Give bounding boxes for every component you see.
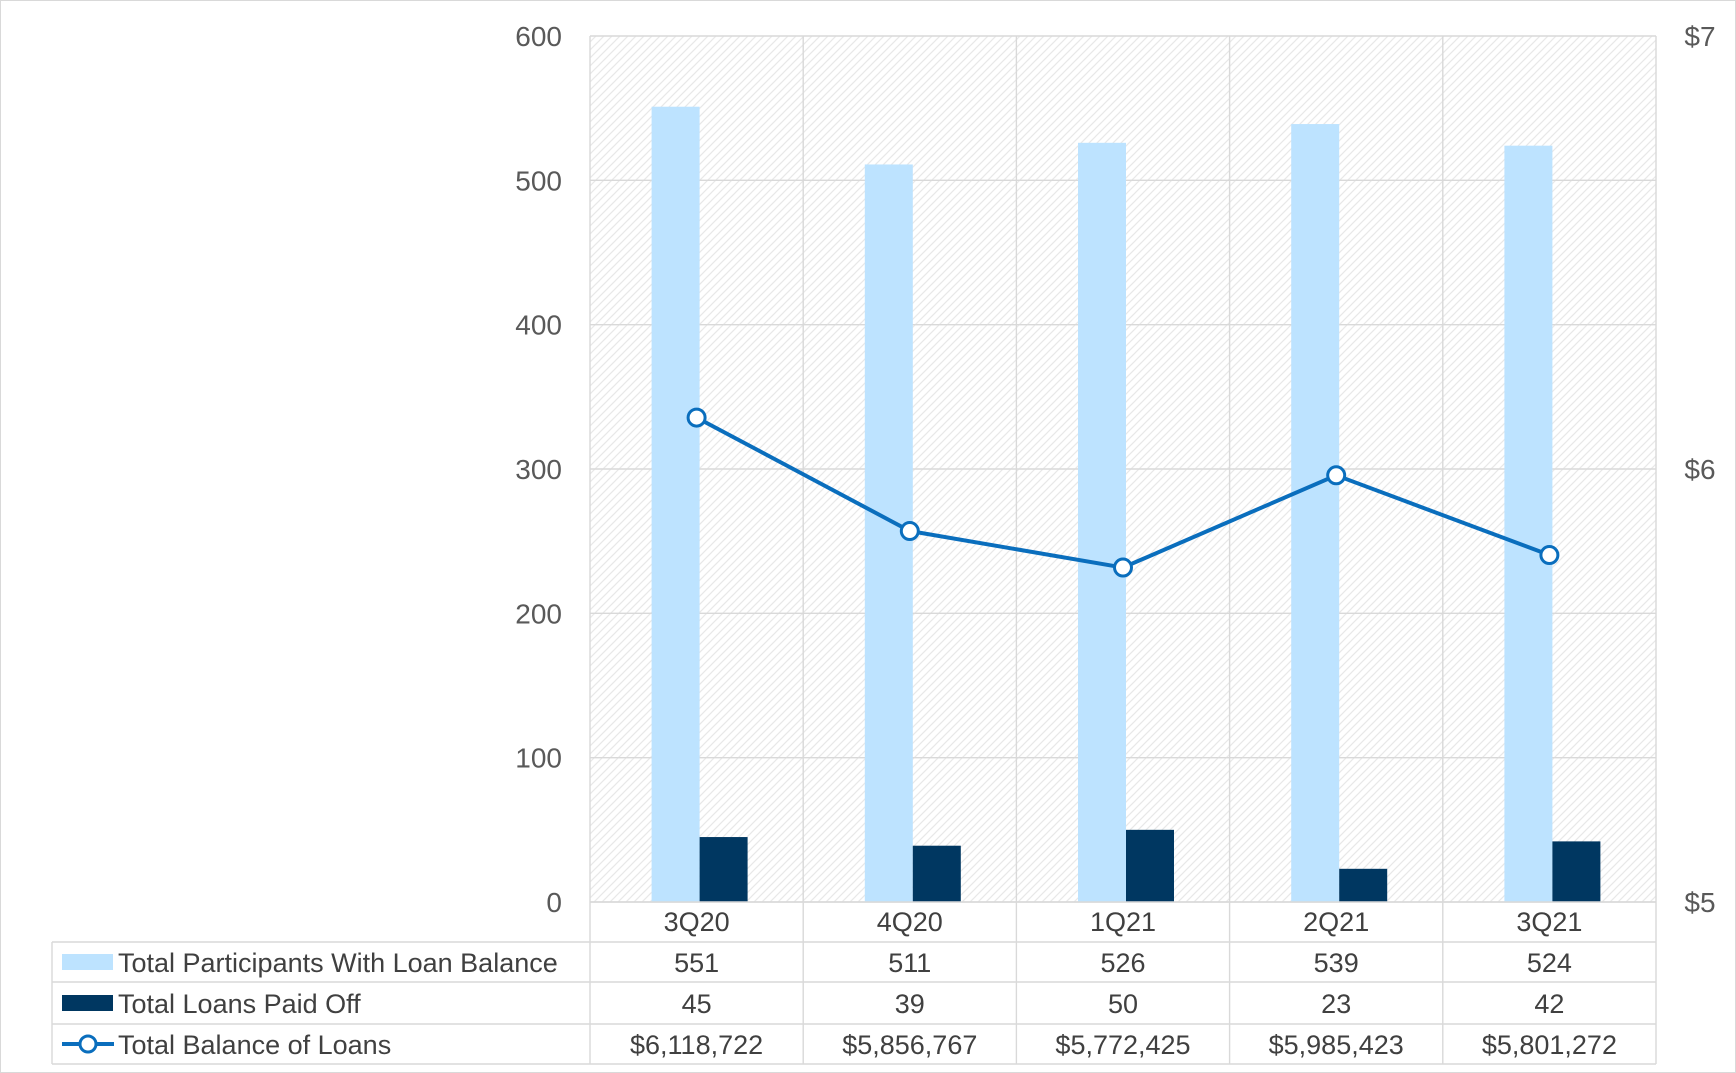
line-point-2q21: [1326, 465, 1347, 486]
category-label-3q20: 3Q20: [664, 907, 730, 937]
left-axis-tick-label: 500: [515, 165, 562, 196]
bar-total-loans-paid-off-1q21: [1126, 829, 1174, 902]
table-cell-total-balance-of-loans-3q20: $6,118,722: [630, 1030, 763, 1060]
legend-key-total-loans-paid-off: [62, 995, 113, 1011]
bar-total-participants-with-loan-balance-3q20: [651, 106, 700, 903]
bar-total-loans-paid-off-2q21: [1339, 868, 1388, 902]
line-point-3q20: [686, 407, 707, 428]
line-point-1q21: [1113, 557, 1133, 578]
line-point-4q20: [899, 521, 920, 542]
category-label-4q20: 4Q20: [877, 907, 943, 937]
category-label-3q21: 3Q21: [1516, 907, 1582, 937]
table-cell-total-balance-of-loans-4q20: $5,856,767: [842, 1030, 977, 1060]
table-cell-total-participants-with-loan-balance-1q21: 526: [1100, 948, 1145, 978]
left-axis-tick-label: 0: [546, 887, 562, 918]
table-cell-total-balance-of-loans-2q21: $5,985,423: [1269, 1030, 1404, 1060]
table-cell-total-participants-with-loan-balance-3q20: 551: [674, 948, 719, 978]
table-cell-total-loans-paid-off-4q20: 39: [895, 989, 925, 1019]
table-cell-total-loans-paid-off-1q21: 50: [1108, 989, 1138, 1019]
right-axis-tick-label: $6: [1684, 454, 1715, 485]
bar-total-participants-with-loan-balance-2q21: [1291, 124, 1340, 902]
series-name-total-participants-with-loan-balance: Total Participants With Loan Balance: [118, 948, 558, 978]
left-axis-tick-label: 400: [515, 310, 562, 341]
left-axis-tick-label: 300: [515, 454, 562, 485]
table-cell-total-loans-paid-off-3q21: 42: [1534, 989, 1564, 1019]
table-cell-total-loans-paid-off-2q21: 23: [1321, 989, 1351, 1019]
table-cell-total-balance-of-loans-3q21: $5,801,272: [1482, 1030, 1617, 1060]
bar-total-loans-paid-off-3q20: [699, 837, 748, 902]
table-cell-total-participants-with-loan-balance-3q21: 524: [1527, 948, 1572, 978]
left-axis-tick-label: 100: [515, 743, 562, 774]
table-cell-total-balance-of-loans-1q21: $5,772,425: [1055, 1030, 1190, 1060]
table-cell-total-loans-paid-off-3q20: 45: [682, 989, 712, 1019]
bar-total-loans-paid-off-4q20: [912, 845, 961, 902]
category-label-1q21: 1Q21: [1090, 907, 1156, 937]
bar-total-participants-with-loan-balance-3q21: [1504, 145, 1553, 902]
table-cell-total-participants-with-loan-balance-4q20: 511: [888, 948, 931, 978]
right-axis-tick-label: $5: [1684, 887, 1715, 918]
series-name-total-loans-paid-off: Total Loans Paid Off: [118, 989, 361, 1019]
series-name-total-balance-of-loans: Total Balance of Loans: [118, 1030, 391, 1060]
legend-key-marker-total-balance-of-loans: [78, 1034, 98, 1054]
line-point-3q21: [1539, 545, 1560, 566]
left-axis-tick-label: 200: [515, 598, 562, 629]
category-label-2q21: 2Q21: [1303, 907, 1369, 937]
table-cell-total-participants-with-loan-balance-2q21: 539: [1314, 948, 1359, 978]
left-axis-tick-label: 600: [515, 21, 562, 52]
bar-total-participants-with-loan-balance-1q21: [1078, 142, 1126, 903]
bar-total-loans-paid-off-3q21: [1552, 841, 1601, 902]
legend-key-total-participants-with-loan-balance: [62, 954, 113, 970]
right-axis-tick-label: $7: [1684, 21, 1715, 52]
